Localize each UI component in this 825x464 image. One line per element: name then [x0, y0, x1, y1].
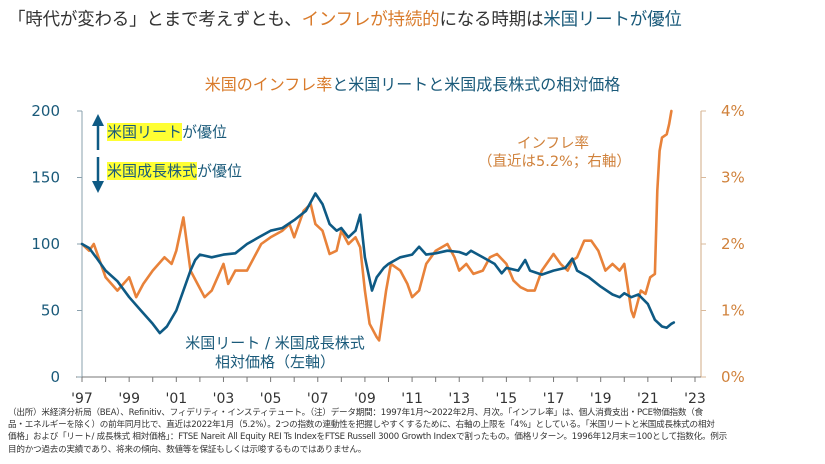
x-tick-label: '21 — [637, 391, 659, 407]
footnote-line4: 目的かつ過去の実績であり、将来の傾向、数値等を保証もしくは示唆するものではありま… — [8, 444, 367, 455]
x-tick-label: '19 — [590, 391, 612, 407]
legend-reit-advantage: 米国リートが優位 — [107, 121, 227, 142]
right-tick-label: 4% — [721, 102, 745, 120]
legend-growth-advantage: 米国成長株式が優位 — [107, 160, 242, 181]
relative-price-annotation-line2: 相対価格（左軸） — [214, 353, 335, 371]
headline-reit-phrase: 米国リートが優位 — [543, 10, 682, 30]
x-tick-label: '03 — [213, 391, 235, 407]
headline-part3: になる時期は — [439, 10, 544, 30]
relative-price-annotation-line1: 米国リート / 米国成長株式 — [185, 334, 365, 352]
relative-price-annotation: 米国リート / 米国成長株式 相対価格（左軸） — [160, 334, 390, 372]
x-tick-label: '97 — [71, 391, 93, 407]
x-tick-label: '17 — [543, 391, 565, 407]
legend-growth-highlight: 米国成長株式 — [107, 162, 198, 180]
footnote-line3: 価格」および「リート/ 成長株式 相対価格」：FTSE Nareit All E… — [8, 432, 727, 443]
chart-axes: 0 50 100 150 200 0% 1% 2% 3% 4% '97 '99 '01 '03 '05 '07… — [31, 102, 744, 407]
footnote: （出所）米経済分析局（BEA）、Refinitiv、フィデリティ・インスティテュ… — [8, 407, 823, 456]
right-tick-label: 2% — [721, 235, 745, 253]
x-tick-label: '07 — [307, 391, 329, 407]
x-tick-label: '05 — [260, 391, 282, 407]
chart-title-inflation: 米国のインフレ率 — [204, 75, 333, 94]
inflation-line — [80, 109, 673, 342]
headline: 「時代が変わる」とまで考えずとも、インフレが持続的になる時期は米国リートが優位 — [8, 6, 682, 31]
legend-growth-suffix: が優位 — [197, 162, 243, 180]
inflation-annotation: インフレ率 （直近は5.2%；右軸） — [478, 135, 631, 171]
x-tick-label: '99 — [118, 391, 140, 407]
right-tick-label: 0% — [721, 368, 745, 386]
left-tick-label: 100 — [31, 235, 60, 253]
arrow-down-icon — [92, 157, 104, 193]
headline-inflation-phrase: インフレが持続的 — [301, 10, 440, 30]
legend-reit-highlight: 米国リート — [107, 123, 183, 141]
x-tick-label: '01 — [165, 391, 187, 407]
chart-title: 米国のインフレ率と米国リートと米国成長株式の相対価格 — [0, 71, 825, 95]
chart-series — [80, 109, 676, 342]
inflation-annotation-line1: インフレ率 — [516, 136, 590, 152]
chart-title-rest: と米国リートと米国成長株式の相対価格 — [332, 75, 621, 94]
footnote-line1: （出所）米経済分析局（BEA）、Refinitiv、フィデリティ・インスティテュ… — [8, 408, 703, 418]
right-tick-label: 3% — [721, 169, 745, 187]
arrow-up-icon — [92, 114, 104, 150]
x-tick-label: '15 — [496, 391, 518, 407]
x-tick-label: '09 — [354, 391, 376, 407]
right-tick-label: 1% — [721, 302, 745, 320]
x-tick-label: '23 — [684, 391, 706, 407]
x-tick-label: '11 — [401, 391, 423, 407]
legend-reit-suffix: が優位 — [182, 123, 228, 141]
footnote-line2: 品・エネルギーを除く）の前年同月比で、直近は2022年1月（5.2%）。2つの指… — [8, 420, 715, 431]
left-tick-label: 50 — [41, 302, 60, 320]
x-tick-label: '13 — [448, 391, 470, 407]
legend-arrows — [92, 114, 104, 193]
inflation-annotation-line2: （直近は5.2%；右軸） — [478, 154, 631, 170]
left-tick-label: 150 — [31, 169, 60, 187]
left-tick-label: 0 — [50, 368, 60, 386]
left-tick-label: 200 — [31, 102, 60, 120]
headline-part1: 「時代が変わる」とまで考えずとも、 — [8, 10, 302, 30]
